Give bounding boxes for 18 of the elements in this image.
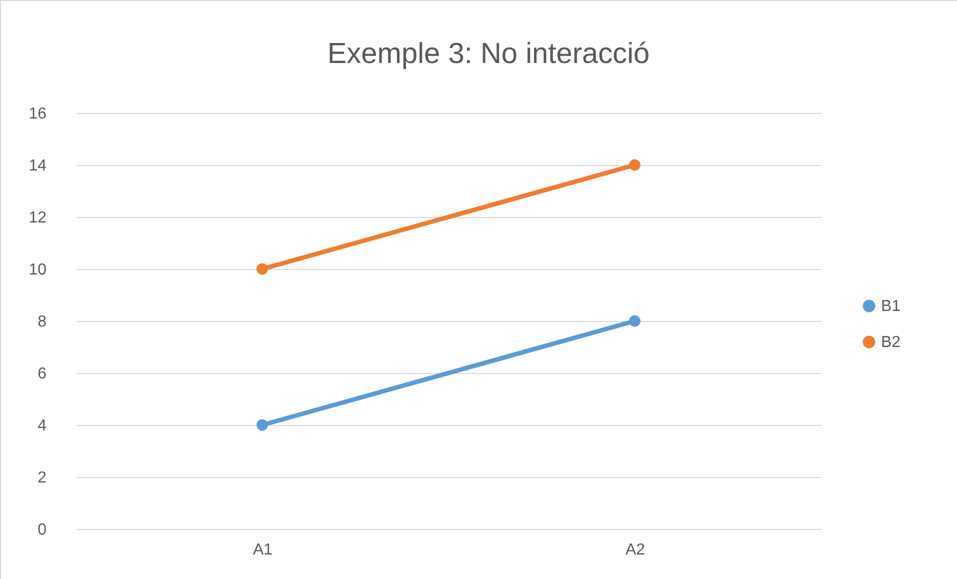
y-tick-label: 0 bbox=[38, 522, 47, 538]
point bbox=[256, 263, 268, 275]
point bbox=[256, 419, 268, 431]
y-tick-label: 4 bbox=[38, 418, 47, 434]
x-tick-label: A1 bbox=[252, 542, 273, 558]
y-tick-label: 6 bbox=[38, 366, 47, 382]
y-tick-label: 2 bbox=[38, 470, 47, 486]
y-tick-label: 14 bbox=[28, 158, 47, 174]
point bbox=[629, 315, 640, 327]
y-tick-label: 16 bbox=[28, 106, 47, 122]
chart-title: Exemple 3: No interacció bbox=[327, 38, 650, 70]
legend-label: B1 bbox=[881, 298, 901, 315]
y-tick-label: 8 bbox=[38, 314, 47, 330]
legend-label: B2 bbox=[881, 334, 901, 351]
point bbox=[629, 159, 640, 171]
y-tick-label: 12 bbox=[28, 210, 47, 226]
y-tick-label: 10 bbox=[28, 262, 47, 278]
x-tick-label: A2 bbox=[625, 542, 646, 558]
